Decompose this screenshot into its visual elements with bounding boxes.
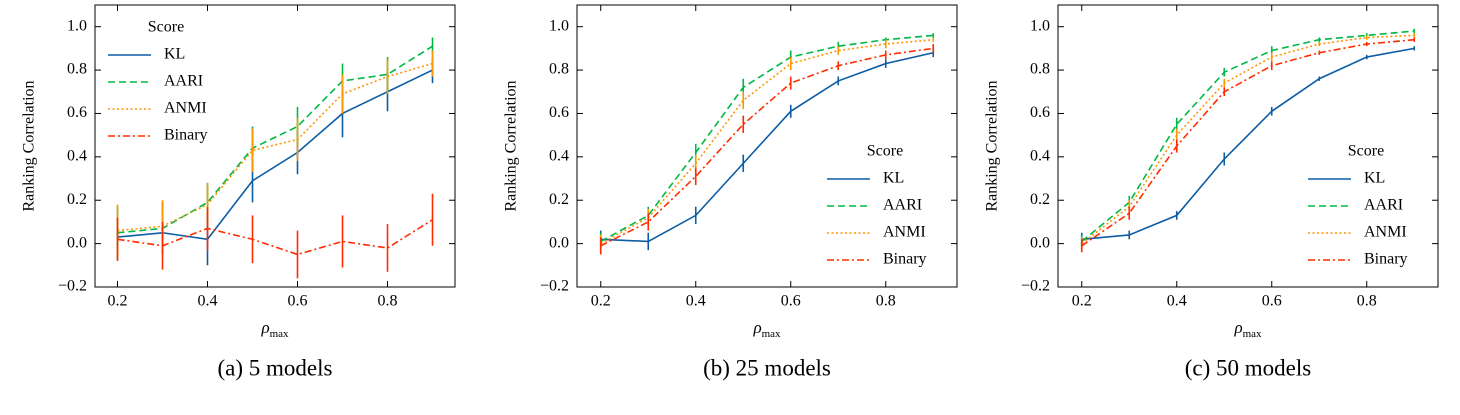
x-tick-label: 0.4	[1167, 293, 1187, 310]
x-axis-label-subscript: max	[270, 328, 289, 340]
y-axis-label: Ranking Correlation	[503, 80, 520, 211]
series-line	[600, 47, 934, 247]
x-axis-label-subscript: max	[1243, 328, 1262, 340]
y-tick-label: 0.6	[67, 104, 87, 121]
y-tick-label: 1.0	[67, 17, 87, 34]
legend-label: Binary	[164, 127, 208, 144]
series-line	[1081, 34, 1415, 245]
y-tick-label: 0.4	[1030, 148, 1050, 165]
legend-label: KL	[883, 170, 904, 187]
plot-frame	[1057, 4, 1439, 288]
x-axis-label: ρmax	[260, 318, 289, 340]
series-line	[600, 38, 934, 245]
subplot: −0.2 0.0 0.2 0.4 0.6 0.8 1.0 0.2 0.4 0.6 0.8 Rankin…	[984, 4, 1439, 380]
x-tick-label: 0.2	[108, 293, 128, 310]
y-tick-label: 0.0	[1030, 234, 1050, 251]
x-tick-label: 0.4	[686, 293, 706, 310]
series-line	[600, 51, 934, 243]
y-tick-label: −0.2	[58, 278, 87, 295]
y-tick-label: −0.2	[1021, 278, 1050, 295]
y-tick-label: 0.4	[549, 148, 569, 165]
legend-label: AARI	[164, 73, 203, 90]
legend-label: ANMI	[883, 224, 926, 241]
series-line	[117, 45, 433, 234]
legend-title: Score	[1348, 143, 1384, 160]
legend-label: ANMI	[164, 100, 207, 117]
plot-frame	[94, 4, 456, 288]
y-tick-label: 0.2	[1030, 191, 1050, 208]
y-tick-label: 0.0	[67, 234, 87, 251]
legend-label: AARI	[1364, 197, 1403, 214]
x-axis-label-symbol: ρ	[1233, 318, 1242, 337]
y-axis-label: Ranking Correlation	[984, 80, 1001, 211]
y-tick-label: 0.8	[67, 61, 87, 78]
series-line	[600, 34, 934, 243]
series-line	[117, 69, 433, 241]
y-tick-label: 0.2	[67, 191, 87, 208]
x-tick-label: 0.4	[198, 293, 218, 310]
series-line	[1081, 30, 1415, 243]
caption: (b) 25 models	[703, 355, 831, 380]
x-tick-label: 0.6	[781, 293, 801, 310]
x-tick-label: 0.2	[591, 293, 611, 310]
series-line	[1081, 38, 1415, 247]
legend-label: ANMI	[1364, 224, 1407, 241]
x-tick-label: 0.6	[1262, 293, 1282, 310]
plot-frame	[576, 4, 958, 288]
y-tick-label: −0.2	[540, 278, 569, 295]
y-tick-label: 0.6	[1030, 104, 1050, 121]
series-line	[117, 219, 433, 256]
x-axis-label-subscript: max	[762, 328, 781, 340]
x-tick-label: 0.8	[1357, 293, 1377, 310]
legend-title: Score	[148, 19, 184, 36]
legend-label: Binary	[1364, 251, 1408, 268]
x-axis-label: ρmax	[752, 318, 781, 340]
x-tick-label: 0.8	[876, 293, 896, 310]
y-tick-label: 0.4	[67, 148, 87, 165]
y-tick-label: 0.6	[549, 104, 569, 121]
x-axis-label-symbol: ρ	[752, 318, 761, 337]
x-tick-label: 0.6	[288, 293, 308, 310]
y-axis-label: Ranking Correlation	[21, 80, 38, 211]
y-tick-label: 0.8	[1030, 61, 1050, 78]
subplot: −0.2 0.0 0.2 0.4 0.6 0.8 1.0 0.2 0.4 0.6 0.8 Rankin…	[21, 4, 456, 380]
legend-label: AARI	[883, 197, 922, 214]
y-tick-label: 1.0	[1030, 17, 1050, 34]
y-tick-label: 1.0	[549, 17, 569, 34]
y-tick-label: 0.0	[549, 234, 569, 251]
legend-label: Binary	[883, 251, 927, 268]
legend-label: KL	[164, 46, 185, 63]
x-tick-label: 0.2	[1072, 293, 1092, 310]
caption: (a) 5 models	[218, 355, 333, 380]
x-tick-label: 0.8	[378, 293, 398, 310]
x-axis-label: ρmax	[1233, 318, 1262, 340]
y-tick-label: 0.2	[549, 191, 569, 208]
y-tick-label: 0.8	[549, 61, 569, 78]
subplot: −0.2 0.0 0.2 0.4 0.6 0.8 1.0 0.2 0.4 0.6 0.8 Rankin…	[503, 4, 958, 380]
series-line	[117, 62, 433, 232]
legend-title: Score	[867, 143, 903, 160]
caption: (c) 50 models	[1185, 355, 1312, 380]
legend-label: KL	[1364, 170, 1385, 187]
series-line	[1081, 47, 1415, 241]
x-axis-label-symbol: ρ	[260, 318, 269, 337]
